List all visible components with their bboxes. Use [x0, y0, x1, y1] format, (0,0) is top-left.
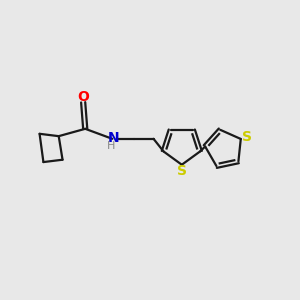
Text: N: N: [107, 130, 119, 145]
Text: O: O: [77, 90, 89, 104]
Text: S: S: [242, 130, 252, 145]
Text: S: S: [177, 164, 188, 178]
Text: H: H: [107, 141, 115, 151]
